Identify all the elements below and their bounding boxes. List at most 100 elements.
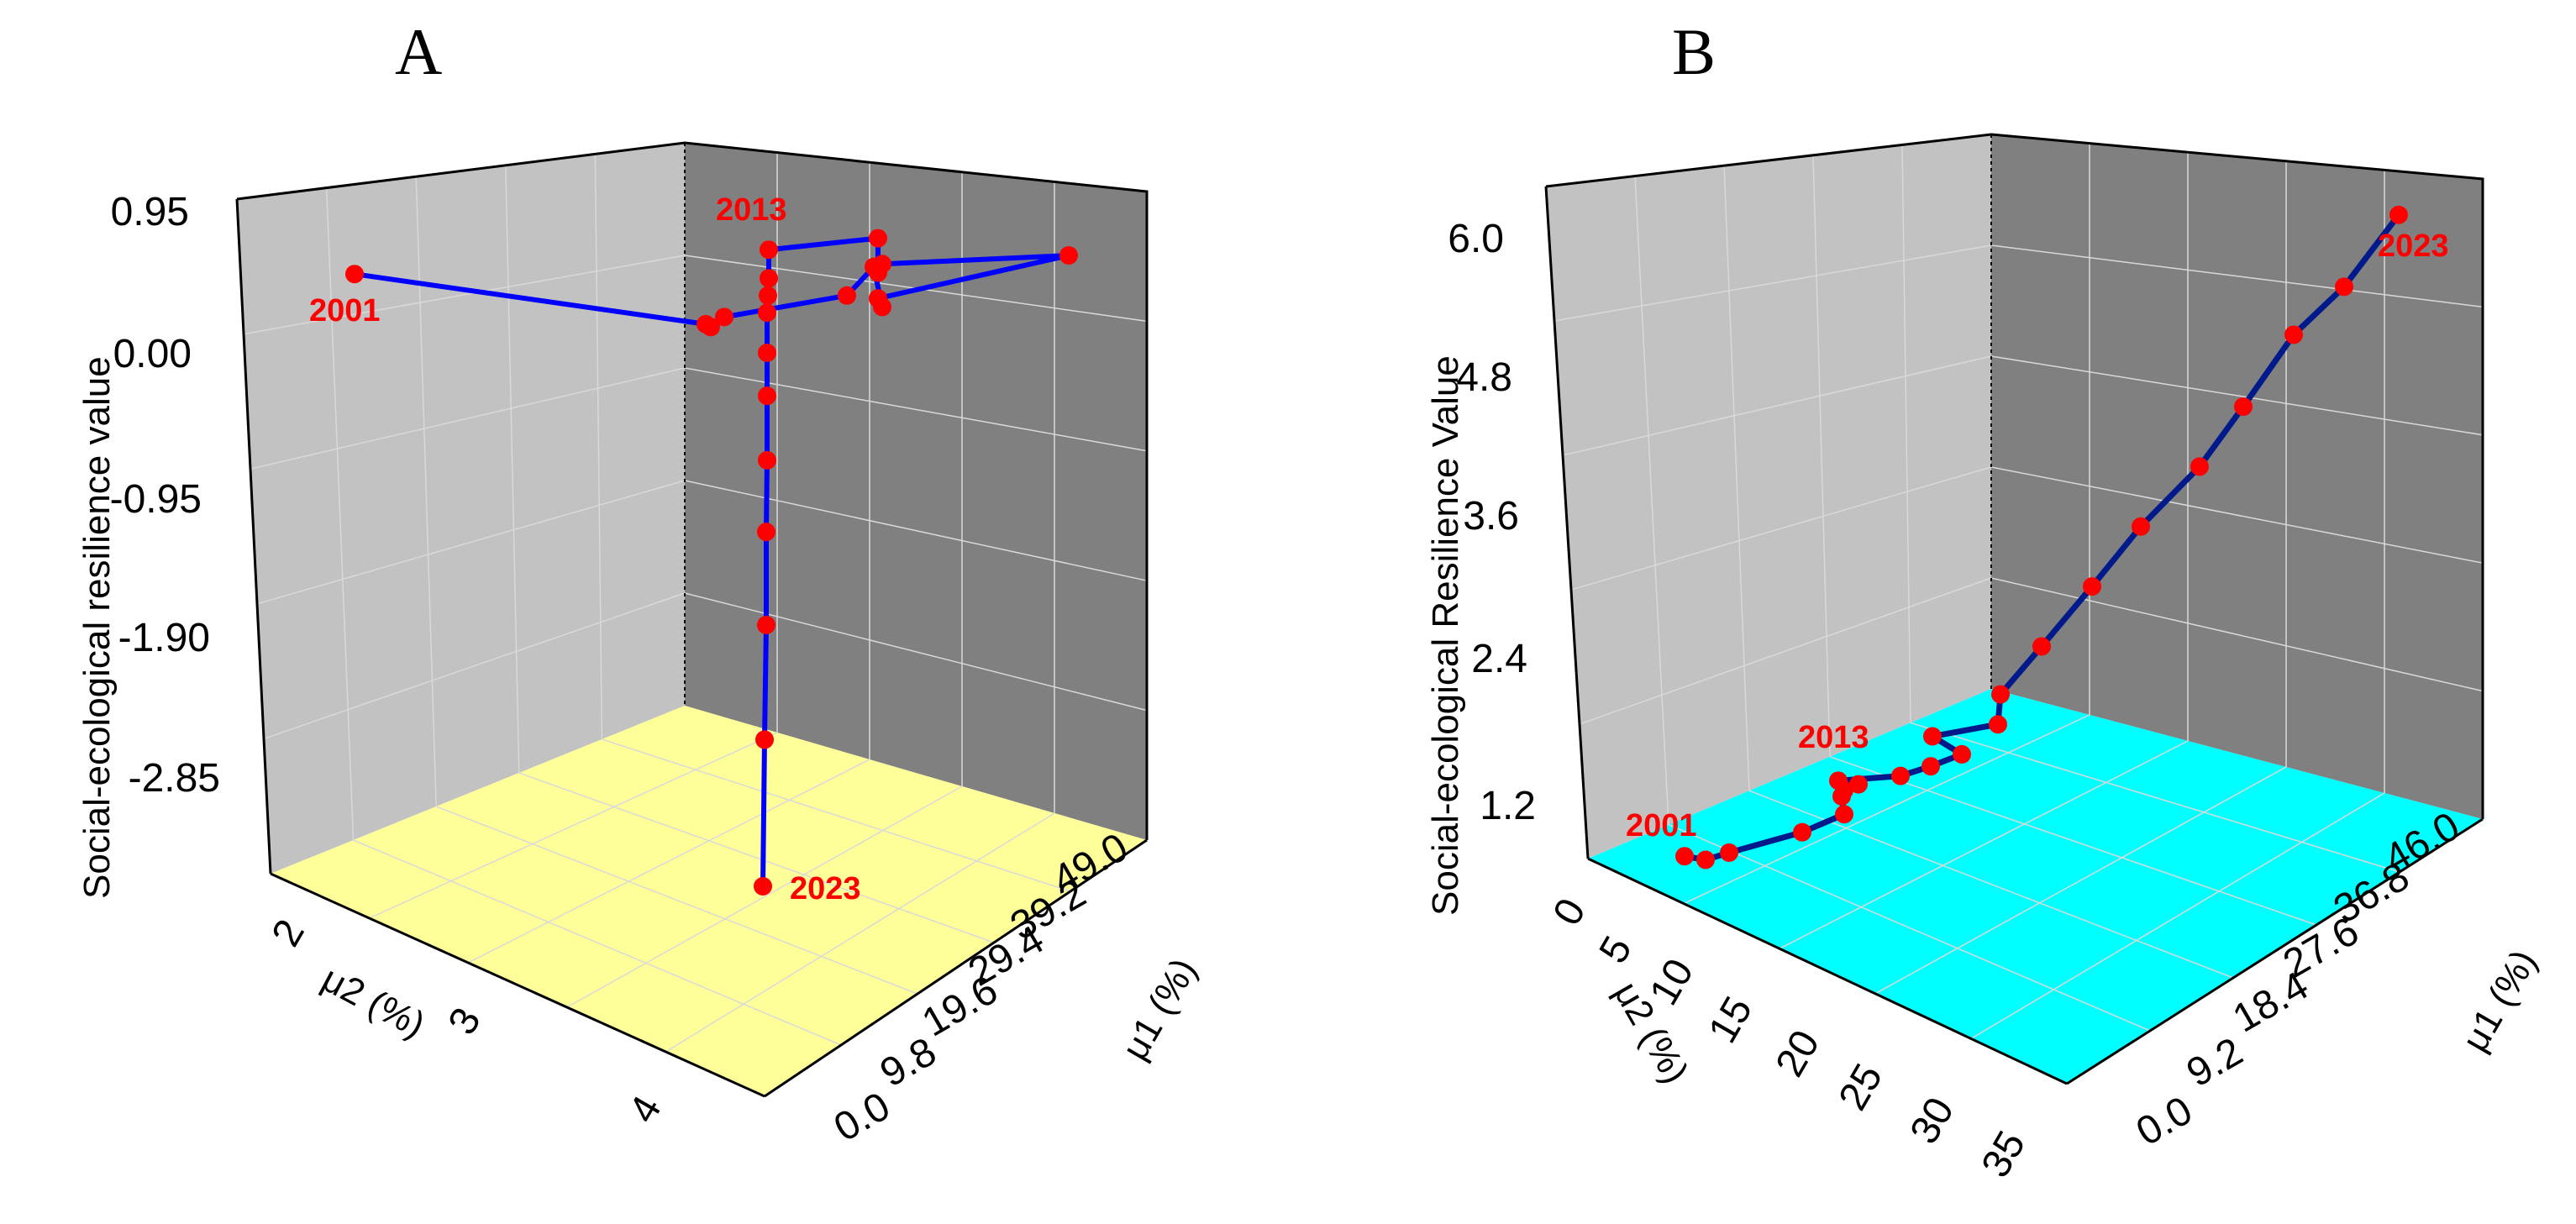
data-point-2014 — [1989, 715, 2007, 734]
data-point-2020 — [757, 523, 775, 542]
year-label-2023: 2023 — [790, 871, 861, 906]
grid-line — [566, 785, 963, 1008]
grid-line — [1901, 144, 1911, 723]
data-point-2016 — [2032, 637, 2051, 656]
data-point-2018 — [2132, 517, 2150, 536]
grid-line — [518, 772, 995, 943]
data-point-2003 — [702, 318, 720, 337]
grid-line — [602, 738, 1071, 892]
data-point-2012 — [869, 229, 887, 248]
panel-b: B Social-ecological Resilience Value μ1 … — [1425, 15, 2545, 1185]
panel-a: A Social-ecological resilience value μ1 … — [76, 15, 1205, 1151]
x-tick-label: 0.0 — [827, 1084, 897, 1150]
grid-line — [1812, 155, 1831, 757]
data-point-2004 — [1793, 822, 1811, 842]
y-tick-label: 15 — [1701, 990, 1762, 1051]
grid-line — [250, 367, 686, 470]
z-tick-label: 3.6 — [1463, 494, 1519, 538]
panel-b-floor — [1588, 689, 2483, 1084]
year-label-2001: 2001 — [1626, 808, 1697, 843]
grid-line — [1990, 355, 2484, 436]
y-tick-label: 25 — [1831, 1057, 1892, 1118]
grid-line — [684, 592, 1148, 712]
y-tick-label: 3 — [440, 1001, 490, 1043]
grid-line — [243, 255, 686, 335]
panel-b-letter: B — [1672, 15, 1716, 88]
data-point-2023 — [2389, 205, 2408, 224]
z-tick-label: 4.8 — [1456, 355, 1512, 400]
y-tick-label: 4 — [621, 1089, 670, 1131]
year-label-2001: 2001 — [309, 293, 381, 328]
z-tick-label: -2.85 — [129, 756, 220, 801]
z-tick-label: -1.90 — [118, 616, 210, 660]
grid-line — [325, 187, 355, 841]
panel-b-side-wall — [1991, 134, 2483, 819]
data-point-2008 — [869, 289, 887, 308]
data-point-2001 — [1675, 847, 1694, 866]
panel-b-z-axis-title: Social-ecological Resilience Value — [1425, 355, 1466, 916]
grid-line — [1634, 176, 1669, 825]
data-point-2005 — [838, 286, 856, 305]
data-point-2008 — [1849, 775, 1868, 794]
data-point-2019 — [2190, 457, 2209, 476]
grid-line — [256, 480, 686, 605]
panel-a-z-ticks: 0.95 0.00 -0.95 -1.90 -2.85 — [110, 190, 220, 801]
year-label-2013: 2013 — [1798, 720, 1869, 755]
z-tick-label: 0.95 — [111, 190, 189, 234]
panel-a-side-wall — [685, 143, 1147, 840]
data-point-2001 — [345, 265, 364, 284]
grid-line — [1723, 165, 1750, 791]
data-point-2012 — [1953, 744, 1971, 764]
data-point-2022 — [755, 730, 774, 749]
grid-line — [353, 839, 842, 1046]
grid-line — [263, 592, 686, 740]
data-point-2003 — [1720, 843, 1738, 862]
grid-line — [1990, 577, 2484, 692]
data-point-2009 — [1829, 771, 1848, 791]
data-point-2014 — [760, 269, 778, 288]
grid-line — [1570, 466, 1992, 591]
y-tick-label: 35 — [1974, 1124, 2035, 1185]
grid-line — [1970, 792, 2385, 1040]
grid-line — [1579, 577, 1992, 725]
grid-line — [684, 480, 1148, 581]
data-point-2013 — [1923, 727, 1942, 746]
data-point-2015 — [1991, 685, 2010, 704]
z-tick-label: 0.00 — [113, 332, 192, 376]
data-point-2004 — [715, 307, 733, 327]
grid-line — [1910, 722, 2400, 873]
data-point-2011 — [1921, 757, 1940, 776]
grid-line — [1990, 244, 2484, 308]
grid-line — [1562, 355, 1992, 456]
data-point-2017 — [758, 344, 776, 362]
panel-b-series: 2001 2013 2023 — [1626, 205, 2449, 869]
grid-line — [665, 812, 1055, 1053]
data-point-2021 — [2284, 325, 2303, 344]
panel-b-back-wall — [1546, 134, 1991, 859]
grid-line — [435, 806, 918, 995]
panel-a-x-axis-title: μ1 (%) — [1114, 951, 1205, 1067]
data-point-2019 — [758, 450, 776, 470]
panel-b-grid — [1553, 143, 2484, 1040]
data-point-2010 — [1891, 766, 1910, 785]
year-label-2023: 2023 — [2378, 229, 2449, 264]
grid-line — [1829, 756, 2317, 926]
panel-b-z-ticks: 6.0 4.8 3.6 2.4 1.2 — [1448, 217, 1536, 828]
z-tick-label: 1.2 — [1480, 784, 1536, 828]
panel-a-letter: A — [395, 15, 442, 88]
data-point-2009 — [1059, 246, 1078, 265]
data-point-2011 — [869, 263, 887, 282]
y-tick-label: 20 — [1768, 1023, 1829, 1085]
data-point-2021 — [757, 616, 775, 634]
grid-line — [594, 154, 603, 740]
x-tick-label: 0.0 — [2129, 1088, 2200, 1154]
data-point-2017 — [2083, 577, 2101, 596]
data-point-2005 — [1835, 805, 1853, 824]
x-tick-label: 9.2 — [2179, 1029, 2250, 1095]
grid-line — [369, 732, 778, 919]
grid-line — [1990, 466, 2484, 564]
panel-a-z-axis-title: Social-ecological resilience value — [76, 356, 118, 899]
panel-a-y-axis-title: μ2 (%) — [315, 959, 431, 1047]
year-label-2013: 2013 — [716, 192, 787, 228]
